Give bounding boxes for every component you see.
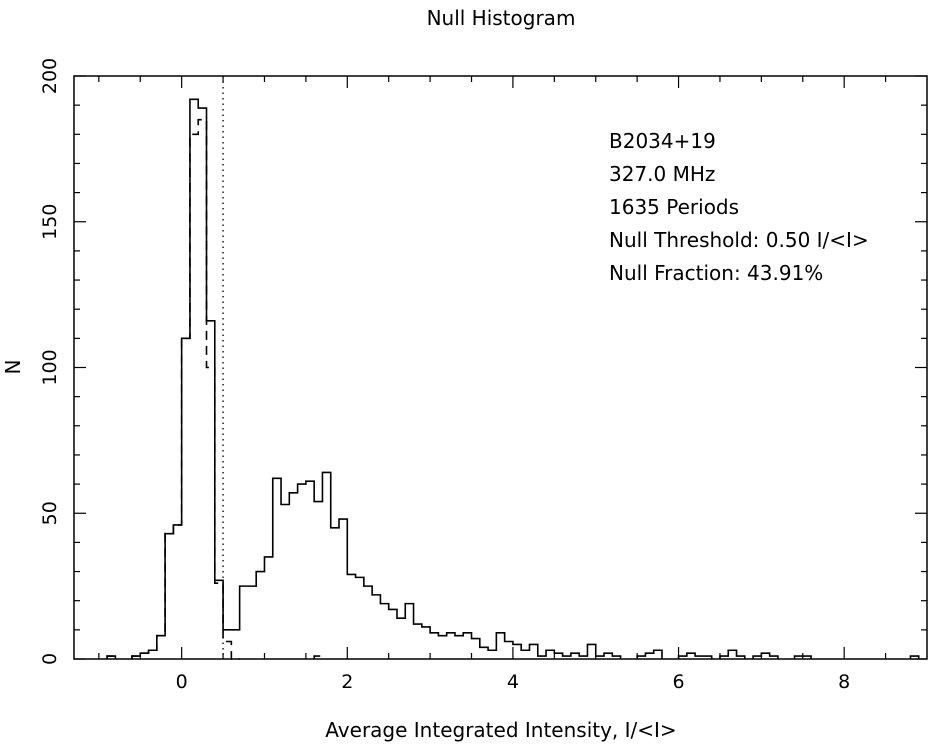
y-axis-label: N [1, 360, 25, 375]
x-tick-label: 8 [838, 671, 850, 693]
plot-frame [73, 75, 928, 660]
histogram-series [106, 98, 920, 660]
annotation-periods: 1635 Periods [609, 195, 739, 219]
total-histogram-line [106, 98, 920, 659]
annotation-null-threshold: Null Threshold: 0.50 I/<I> [609, 228, 869, 252]
y-tick-label: 50 [39, 501, 61, 525]
y-tick-label: 200 [39, 58, 61, 94]
annotation-null-fraction: Null Fraction: 43.91% [609, 261, 823, 285]
x-tick-label: 6 [673, 671, 685, 693]
null-histogram-line [106, 118, 324, 660]
x-tick-label: 0 [176, 671, 188, 693]
annotation-frequency: 327.0 MHz [609, 162, 715, 186]
annotation-pulsar: B2034+19 [609, 129, 716, 153]
x-tick-label: 2 [341, 671, 353, 693]
axis-ticks: 0 2 4 6 8 0 50 100 150 200 [39, 58, 927, 693]
y-tick-label: 150 [39, 204, 61, 240]
x-tick-label: 4 [507, 671, 519, 693]
annotation-block: B2034+19 327.0 MHz 1635 Periods Null Thr… [609, 129, 869, 285]
y-tick-label: 100 [39, 349, 61, 385]
x-axis-label: Average Integrated Intensity, I/<I> [325, 718, 676, 742]
y-tick-label: 0 [39, 653, 61, 665]
chart-title: Null Histogram [427, 6, 576, 30]
